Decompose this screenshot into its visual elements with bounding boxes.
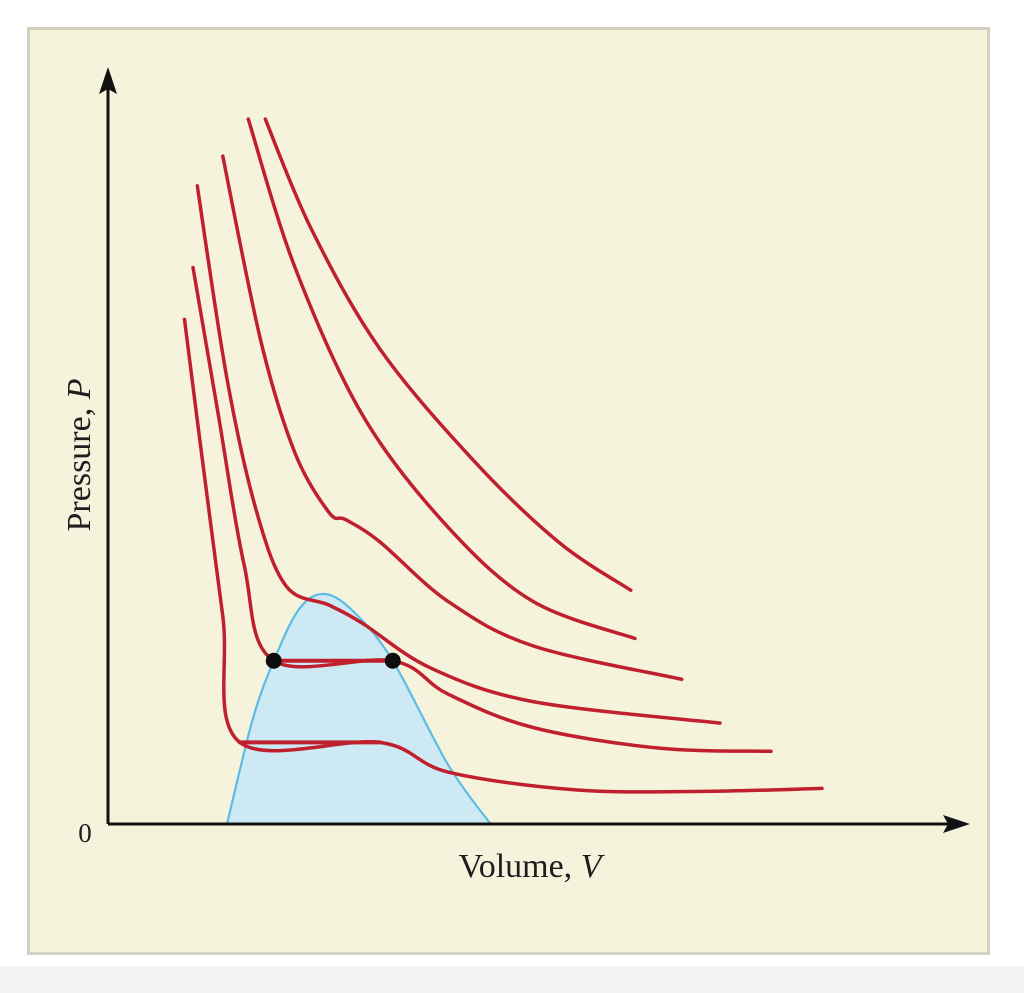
isotherm-curve-2 xyxy=(191,265,773,754)
isotherm-curve-4 xyxy=(221,154,684,682)
isotherm-curve-3 xyxy=(195,184,722,725)
x-axis-arrowhead xyxy=(943,815,970,833)
x-axis-label: Volume, V xyxy=(459,848,606,885)
y-axis-arrowhead xyxy=(99,67,117,94)
isotherm-curve-1 xyxy=(182,317,824,794)
x-axis-label-text: Volume, xyxy=(459,848,581,885)
phase-boundary-point-2 xyxy=(384,652,401,669)
footer-strip xyxy=(0,966,1024,993)
coexistence-dome-layer xyxy=(225,592,492,825)
coexistence-dome xyxy=(225,592,492,825)
figure-frame xyxy=(27,27,990,955)
y-axis-label-text: Pressure, xyxy=(61,399,98,531)
phase-boundary-point-1 xyxy=(265,652,282,669)
x-axis-label-symbol: V xyxy=(581,848,606,885)
y-axis-label: Pressure, P xyxy=(61,379,98,532)
isotherm-curve-5 xyxy=(246,117,637,641)
origin-label: 0 xyxy=(78,818,92,848)
isotherm-curve-6 xyxy=(263,117,633,593)
marked-point-layer xyxy=(265,652,401,669)
isotherm-layer xyxy=(182,117,824,794)
y-axis-label-symbol: P xyxy=(61,379,98,401)
